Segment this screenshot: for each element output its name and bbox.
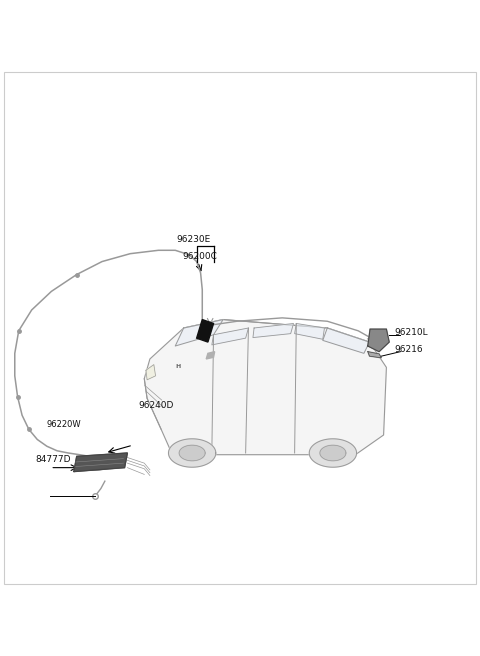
Polygon shape <box>253 323 293 338</box>
Text: H: H <box>175 364 180 369</box>
Polygon shape <box>179 445 205 461</box>
Text: 96240D: 96240D <box>139 401 174 410</box>
Text: 96230E: 96230E <box>176 236 211 245</box>
Text: 96220W: 96220W <box>47 420 82 428</box>
Polygon shape <box>175 319 223 346</box>
Polygon shape <box>206 352 215 359</box>
Polygon shape <box>320 445 346 461</box>
Polygon shape <box>323 328 370 354</box>
Polygon shape <box>146 365 156 380</box>
Polygon shape <box>144 319 386 455</box>
Polygon shape <box>168 439 216 467</box>
Polygon shape <box>197 319 214 342</box>
Text: 96200C: 96200C <box>182 253 217 261</box>
Polygon shape <box>212 328 249 345</box>
Polygon shape <box>309 439 357 467</box>
Text: 84777D: 84777D <box>36 455 71 464</box>
Polygon shape <box>368 329 389 352</box>
Text: 96216: 96216 <box>395 344 423 354</box>
Text: 96210L: 96210L <box>395 328 429 337</box>
Polygon shape <box>295 323 324 339</box>
Polygon shape <box>74 453 127 472</box>
Polygon shape <box>368 352 381 358</box>
